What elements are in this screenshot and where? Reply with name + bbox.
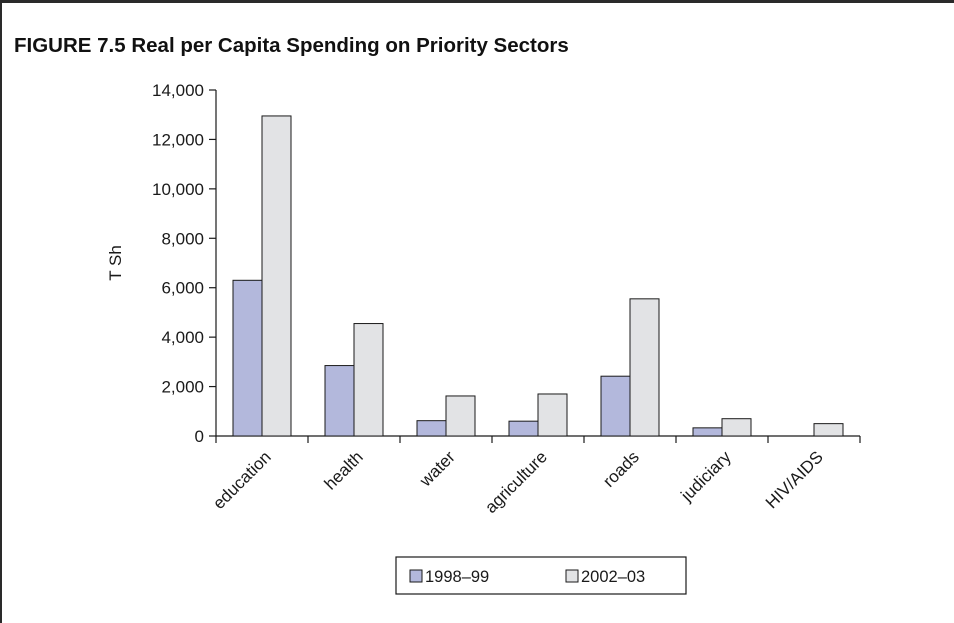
bar (813, 423, 844, 437)
bar (353, 323, 384, 437)
y-axis-label: T Sh (106, 245, 125, 281)
y-tick-label: 12,000 (152, 130, 204, 149)
bar (324, 365, 355, 437)
figure-title: FIGURE 7.5 Real per Capita Spending on P… (14, 34, 569, 57)
x-axis: education health water agriculture roads judi… (209, 435, 861, 517)
bars (232, 115, 844, 437)
bar (261, 115, 292, 437)
legend-swatch-2002-03 (565, 569, 579, 583)
bar (445, 395, 476, 437)
y-tick-label: 0 (195, 427, 204, 446)
x-tick-label: water (415, 447, 459, 491)
y-tick-label: 14,000 (152, 81, 204, 100)
bar (692, 427, 723, 437)
bar-chart: 02,0004,0006,0008,00010,00012,00014,000 … (106, 81, 861, 517)
y-tick-label: 4,000 (161, 328, 204, 347)
x-tick-label: agriculture (481, 447, 551, 517)
bar (629, 298, 660, 437)
bar (721, 418, 752, 437)
figure-left-rule (0, 0, 2, 623)
bar (508, 420, 539, 437)
figure-top-rule (0, 0, 954, 3)
chart-legend: 1998–99 2002–03 (395, 556, 687, 595)
bar (416, 420, 447, 437)
x-tick-label: roads (599, 447, 643, 491)
legend-label-2002-03: 2002–03 (581, 568, 645, 586)
x-tick-label: judiciary (677, 447, 736, 506)
x-tick-label: HIV/AIDS (762, 447, 827, 512)
bar (600, 375, 631, 437)
x-tick-label: health (321, 447, 367, 493)
legend-box (395, 556, 687, 595)
y-tick-label: 10,000 (152, 180, 204, 199)
legend-label-1998-99: 1998–99 (425, 568, 489, 586)
x-tick-label: education (209, 447, 275, 513)
y-tick-label: 2,000 (161, 378, 204, 397)
y-tick-label: 6,000 (161, 279, 204, 298)
y-axis: 0 2,000 4,000 6,000 8,000 10,000 12,000 14,000 (152, 81, 217, 446)
y-tick-label: 8,000 (161, 229, 204, 248)
bar (537, 393, 568, 437)
bar (232, 279, 263, 437)
legend-swatch-1998-99 (409, 569, 423, 583)
